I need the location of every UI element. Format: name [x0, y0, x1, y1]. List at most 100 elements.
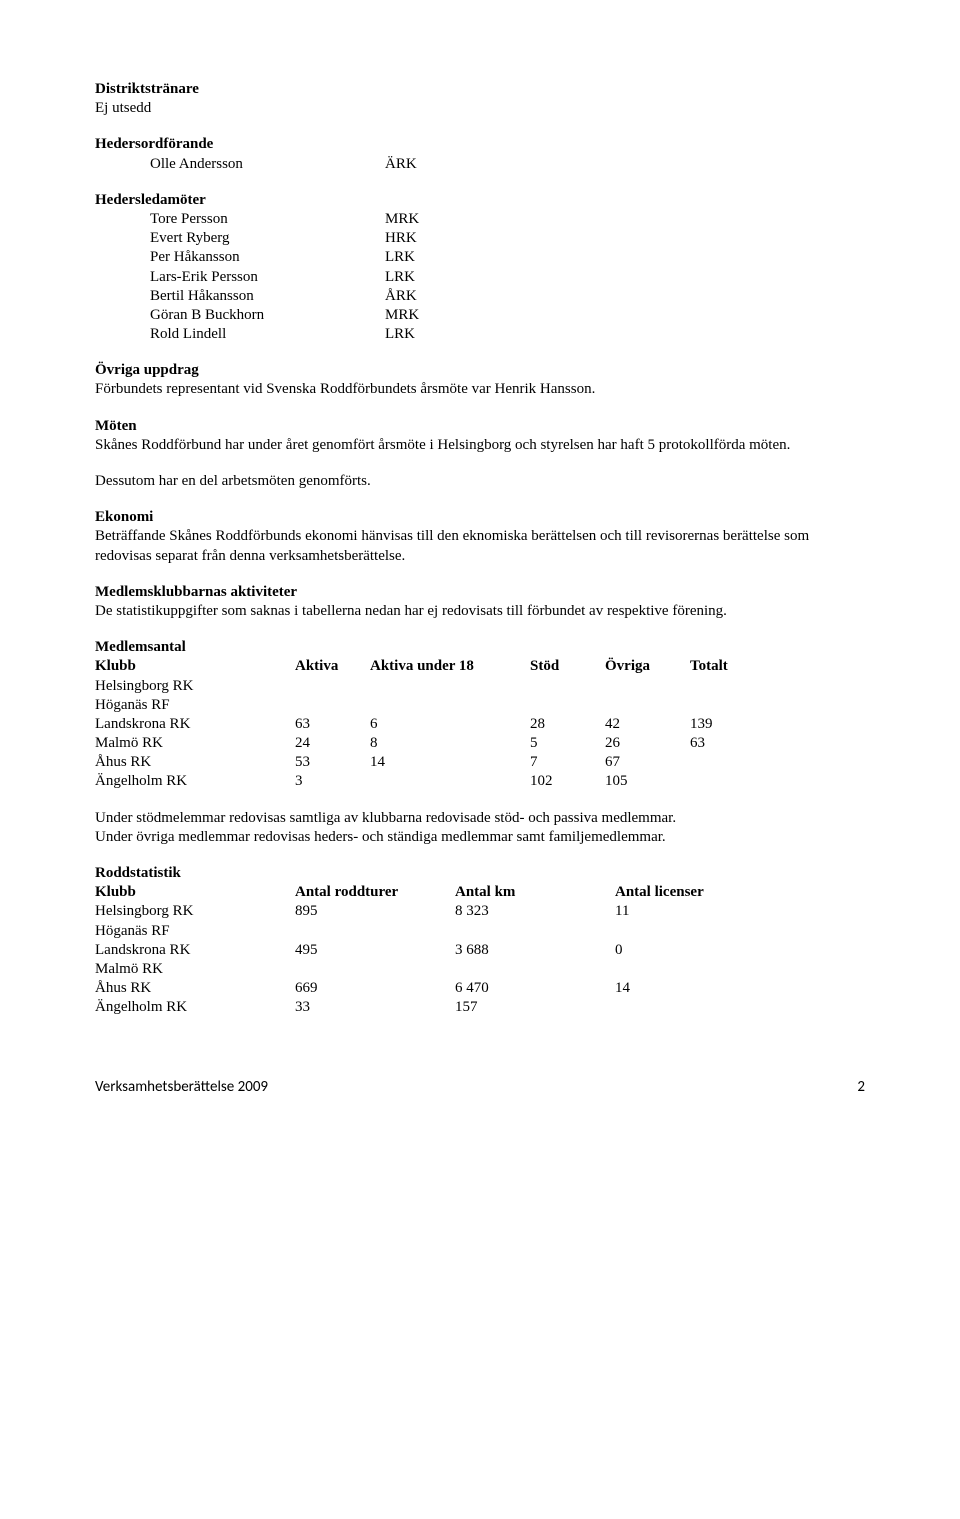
aktiviteter-section: Medlemsklubbarnas aktiviteter De statist…	[95, 583, 865, 621]
name-cell: Per Håkansson	[95, 248, 385, 267]
hedersordforande-table: Olle Andersson ÄRK	[95, 155, 417, 174]
table-cell	[530, 696, 605, 715]
table-cell: Höganäs RF	[95, 922, 295, 941]
table-cell	[690, 753, 760, 772]
table-row: Åhus RK5314767	[95, 753, 760, 772]
rodd-section: Roddstatistik KlubbAntal roddturerAntal …	[95, 864, 865, 1018]
table-cell: Ängelholm RK	[95, 998, 295, 1017]
table-row: Rold LindellLRK	[95, 325, 419, 344]
table-row: Helsingborg RK	[95, 677, 760, 696]
table-cell	[295, 922, 455, 941]
name-cell: Göran B Buckhorn	[95, 306, 385, 325]
table-cell: 139	[690, 715, 760, 734]
table-cell: 6	[370, 715, 530, 734]
table-cell	[370, 677, 530, 696]
table-cell: 8	[370, 734, 530, 753]
table-row: Malmö RK	[95, 960, 755, 979]
table-row: Per HåkanssonLRK	[95, 248, 419, 267]
distriktstranare-heading: Distriktstränare	[95, 80, 865, 99]
moten-heading: Möten	[95, 417, 865, 436]
table-cell: 33	[295, 998, 455, 1017]
table-cell: 3 688	[455, 941, 615, 960]
club-cell: LRK	[385, 248, 419, 267]
table-cell: Ängelholm RK	[95, 772, 295, 791]
table-cell	[690, 696, 760, 715]
footer-left: Verksamhetsberättelse 2009	[95, 1078, 268, 1097]
table-row: Höganäs RF	[95, 696, 760, 715]
table-cell: 11	[615, 902, 755, 921]
table-cell: 67	[605, 753, 690, 772]
medlem-heading: Medlemsantal	[95, 638, 865, 657]
club-cell: ÅRK	[385, 287, 419, 306]
column-header: Antal km	[455, 883, 615, 902]
medlem-section: Medlemsantal KlubbAktivaAktiva under 18S…	[95, 638, 865, 792]
table-cell: 3	[295, 772, 370, 791]
table-cell	[690, 772, 760, 791]
name-cell: Olle Andersson	[95, 155, 385, 174]
table-row: Helsingborg RK8958 32311	[95, 902, 755, 921]
stod-text2: Under övriga medlemmar redovisas heders-…	[95, 828, 865, 847]
moten-text: Skånes Roddförbund har under året genomf…	[95, 436, 865, 455]
table-cell: 102	[530, 772, 605, 791]
table-cell	[455, 960, 615, 979]
table-cell: Helsingborg RK	[95, 902, 295, 921]
club-cell: HRK	[385, 229, 419, 248]
club-cell: ÄRK	[385, 155, 417, 174]
ovriga-section: Övriga uppdrag Förbundets representant v…	[95, 361, 865, 399]
table-cell: 495	[295, 941, 455, 960]
table-cell: Malmö RK	[95, 734, 295, 753]
table-cell	[615, 960, 755, 979]
table-cell: 5	[530, 734, 605, 753]
table-cell: Landskrona RK	[95, 941, 295, 960]
table-header-row: KlubbAntal roddturerAntal kmAntal licens…	[95, 883, 755, 902]
table-cell	[615, 998, 755, 1017]
table-cell: 669	[295, 979, 455, 998]
ovriga-heading: Övriga uppdrag	[95, 361, 865, 380]
table-cell	[295, 677, 370, 696]
table-cell: 8 323	[455, 902, 615, 921]
hedersordforande-heading: Hedersordförande	[95, 135, 865, 154]
column-header: Aktiva	[295, 657, 370, 676]
table-cell: Åhus RK	[95, 979, 295, 998]
footer: Verksamhetsberättelse 2009 2	[95, 1078, 865, 1097]
table-cell: 26	[605, 734, 690, 753]
column-header: Aktiva under 18	[370, 657, 530, 676]
column-header: Klubb	[95, 657, 295, 676]
column-header: Stöd	[530, 657, 605, 676]
aktiviteter-heading: Medlemsklubbarnas aktiviteter	[95, 583, 865, 602]
table-cell: 105	[605, 772, 690, 791]
moten-extra: Dessutom har en del arbetsmöten genomför…	[95, 472, 865, 491]
footer-right: 2	[857, 1078, 865, 1097]
column-header: Klubb	[95, 883, 295, 902]
name-cell: Bertil Håkansson	[95, 287, 385, 306]
table-cell: 7	[530, 753, 605, 772]
table-cell: 53	[295, 753, 370, 772]
table-cell: 14	[370, 753, 530, 772]
name-cell: Lars-Erik Persson	[95, 268, 385, 287]
table-row: Olle Andersson ÄRK	[95, 155, 417, 174]
table-cell: Helsingborg RK	[95, 677, 295, 696]
ovriga-text: Förbundets representant vid Svenska Rodd…	[95, 380, 865, 399]
table-row: Ängelholm RK3 102105	[95, 772, 760, 791]
table-cell: Åhus RK	[95, 753, 295, 772]
table-row: Evert RybergHRK	[95, 229, 419, 248]
table-row: Bertil HåkanssonÅRK	[95, 287, 419, 306]
table-cell: Höganäs RF	[95, 696, 295, 715]
moten-section: Möten Skånes Roddförbund har under året …	[95, 417, 865, 455]
table-cell: 42	[605, 715, 690, 734]
table-cell	[295, 696, 370, 715]
stod-section: Under stödmelemmar redovisas samtliga av…	[95, 809, 865, 847]
table-cell: 157	[455, 998, 615, 1017]
table-row: Ängelholm RK33157	[95, 998, 755, 1017]
table-header-row: KlubbAktivaAktiva under 18StödÖvrigaTota…	[95, 657, 760, 676]
column-header: Antal roddturer	[295, 883, 455, 902]
club-cell: LRK	[385, 268, 419, 287]
club-cell: MRK	[385, 210, 419, 229]
name-cell: Evert Ryberg	[95, 229, 385, 248]
table-cell	[530, 677, 605, 696]
table-cell: 63	[295, 715, 370, 734]
medlem-table: KlubbAktivaAktiva under 18StödÖvrigaTota…	[95, 657, 760, 791]
name-cell: Rold Lindell	[95, 325, 385, 344]
ekonomi-text: Beträffande Skånes Roddförbunds ekonomi …	[95, 527, 865, 565]
column-header: Totalt	[690, 657, 760, 676]
